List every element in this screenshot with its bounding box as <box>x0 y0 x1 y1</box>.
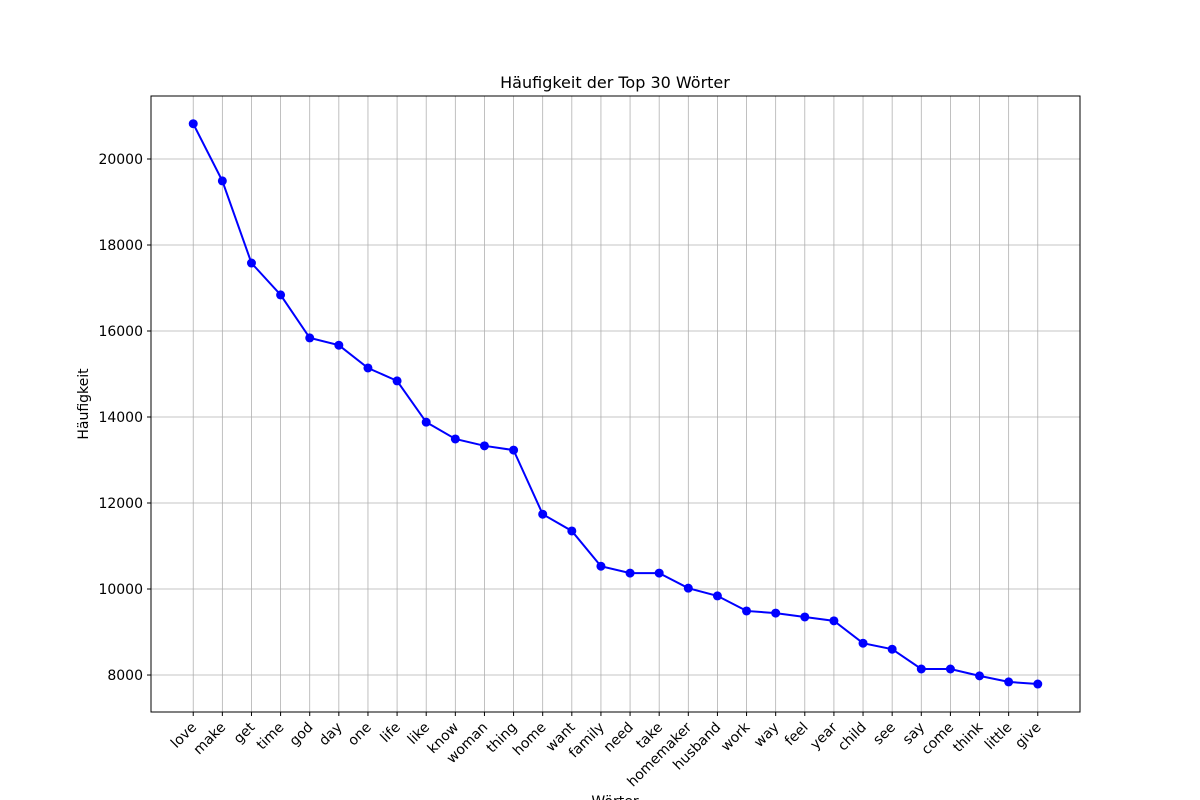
x-axis-label: Wörter <box>591 794 638 800</box>
point <box>363 363 373 373</box>
x-tick-label: year <box>807 719 841 753</box>
y-tick-label: 16000 <box>98 324 143 340</box>
point <box>509 445 519 455</box>
point <box>188 119 198 129</box>
x-tick-label: little <box>982 720 1015 753</box>
point <box>887 644 897 654</box>
point <box>276 290 286 300</box>
x-tick-label: feel <box>782 720 812 750</box>
point <box>945 664 955 674</box>
point <box>305 333 315 343</box>
point <box>1033 679 1043 689</box>
point <box>742 606 752 616</box>
point <box>567 526 577 536</box>
plot-frame <box>150 95 1081 713</box>
y-tick-label: 18000 <box>98 238 143 254</box>
y-tick-label: 10000 <box>98 582 143 598</box>
point <box>334 340 344 350</box>
x-tick-label: make <box>191 720 230 759</box>
point <box>712 591 722 601</box>
point <box>916 664 926 674</box>
x-tick-label: work <box>718 719 754 755</box>
y-tick-label: 20000 <box>98 152 143 168</box>
point <box>683 583 693 593</box>
x-tick-label: life <box>378 720 404 746</box>
x-tick-label: see <box>870 720 899 749</box>
y-axis-label: Häufigkeit <box>76 368 92 440</box>
x-tick-label: home <box>510 720 549 759</box>
point <box>829 616 839 626</box>
point <box>479 441 489 451</box>
x-tick-label: give <box>1012 720 1044 752</box>
point <box>800 612 810 622</box>
point <box>596 561 606 571</box>
y-tick-label: 8000 <box>107 668 143 684</box>
point <box>975 671 985 681</box>
point <box>538 509 548 519</box>
y-tick-label: 14000 <box>98 410 143 426</box>
point <box>654 568 664 578</box>
point <box>1004 677 1014 687</box>
x-tick-label: god <box>287 720 317 750</box>
x-tick-label: day <box>316 720 346 750</box>
x-tick-label: time <box>254 720 288 754</box>
point <box>858 638 868 648</box>
point <box>625 568 635 578</box>
x-tick-label: child <box>835 720 870 755</box>
x-tick-label: way <box>751 720 782 751</box>
point <box>217 176 227 186</box>
x-tick-label: come <box>919 720 958 759</box>
point <box>421 417 431 427</box>
point <box>246 258 256 268</box>
chart-title: Häufigkeit der Top 30 Wörter <box>500 73 730 92</box>
x-tick-label: need <box>601 720 637 756</box>
x-tick-label: one <box>345 720 375 750</box>
y-tick-label: 12000 <box>98 496 143 512</box>
x-tick-label: think <box>950 719 987 756</box>
point <box>450 434 460 444</box>
point <box>771 608 781 618</box>
point <box>392 376 402 386</box>
line <box>192 123 1038 686</box>
